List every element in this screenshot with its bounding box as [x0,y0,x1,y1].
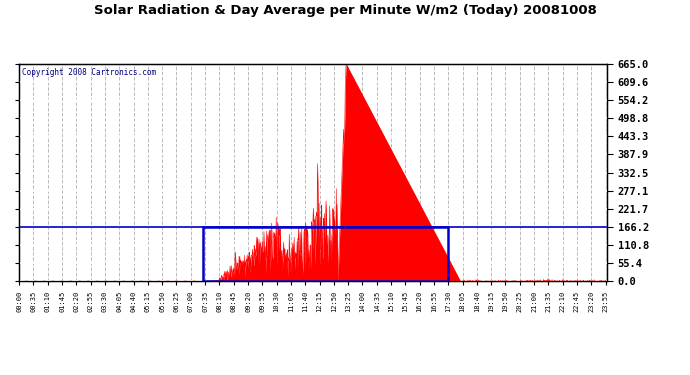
Text: Solar Radiation & Day Average per Minute W/m2 (Today) 20081008: Solar Radiation & Day Average per Minute… [94,4,596,17]
Text: Copyright 2008 Cartronics.com: Copyright 2008 Cartronics.com [22,68,156,77]
Bar [203,227,448,281]
